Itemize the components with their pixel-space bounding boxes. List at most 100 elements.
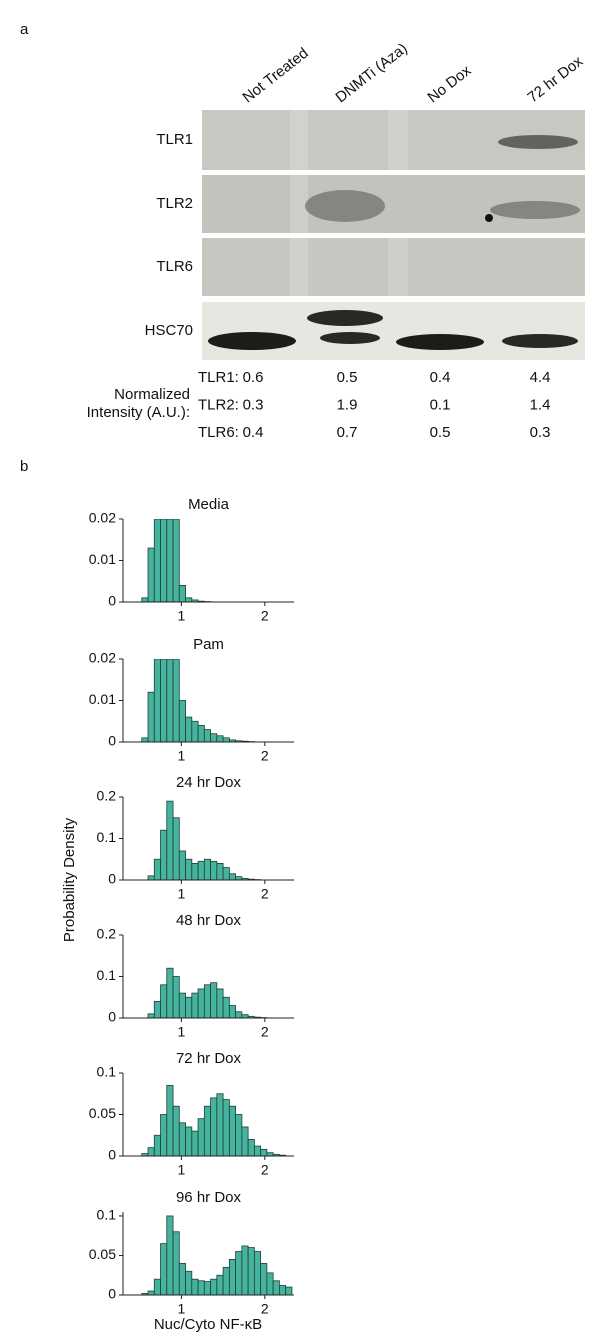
intensity-value: 0.5 xyxy=(337,369,358,386)
x-tick-label: 1 xyxy=(177,748,185,764)
bar xyxy=(161,1115,167,1157)
bar xyxy=(192,721,198,742)
bar xyxy=(142,738,148,742)
intensity-value: 1.9 xyxy=(337,396,358,413)
lane-label: DNMTi (Aza) xyxy=(332,40,410,106)
bar xyxy=(248,1139,254,1156)
intensity-value: 0.5 xyxy=(430,424,451,441)
intensity-row-label: TLR2: xyxy=(198,396,239,413)
bar xyxy=(148,1014,154,1018)
bar xyxy=(217,1094,223,1156)
bar xyxy=(154,1135,160,1156)
bar xyxy=(223,1100,229,1156)
bar xyxy=(279,1286,285,1295)
bar xyxy=(236,1252,242,1295)
bar xyxy=(167,519,173,602)
bar xyxy=(204,985,210,1018)
bar xyxy=(179,851,185,880)
intensity-value: 0.6 xyxy=(243,369,264,386)
bar xyxy=(217,736,223,742)
intensity-value: 0.3 xyxy=(530,424,551,441)
bar xyxy=(242,1246,248,1295)
bar xyxy=(273,1281,279,1295)
y-tick-label: 0.1 xyxy=(97,829,117,845)
bar xyxy=(154,659,160,742)
chart-title: Media xyxy=(188,496,230,513)
bar xyxy=(161,830,167,880)
intensity-value: 0.4 xyxy=(243,424,264,441)
y-tick-label: 0 xyxy=(108,593,116,609)
bars xyxy=(142,1216,292,1295)
bar xyxy=(167,659,173,742)
bar xyxy=(211,861,217,880)
bar xyxy=(248,1248,254,1295)
x-tick-label: 1 xyxy=(177,608,185,624)
bar xyxy=(154,1001,160,1018)
figure: a b Not TreatedDNMTi (Aza)No Dox72 hr Do… xyxy=(0,0,600,1336)
bar xyxy=(198,1281,204,1295)
bar xyxy=(204,859,210,880)
y-tick-label: 0.2 xyxy=(97,926,117,942)
y-axis-label: Probability Density xyxy=(61,817,78,942)
bar xyxy=(148,1148,154,1156)
x-tick-label: 2 xyxy=(261,886,269,902)
blot xyxy=(202,110,585,360)
intensity-label: Normalized xyxy=(114,386,190,403)
y-tick-label: 0.1 xyxy=(97,1064,117,1080)
bar xyxy=(198,861,204,880)
bar xyxy=(179,585,185,602)
bar xyxy=(186,598,192,602)
chart-title: Pam xyxy=(193,636,224,653)
bar xyxy=(192,993,198,1018)
lane-label: Not Treated xyxy=(239,45,311,107)
bar xyxy=(173,977,179,1019)
chart-title: 48 hr Dox xyxy=(176,912,242,929)
chart-title: 24 hr Dox xyxy=(176,774,242,791)
bar xyxy=(211,1279,217,1295)
bar xyxy=(217,989,223,1018)
bar xyxy=(179,1123,185,1156)
row-label: TLR6 xyxy=(156,258,193,275)
bar xyxy=(204,1106,210,1156)
y-tick-label: 0.02 xyxy=(89,650,116,666)
bar xyxy=(186,859,192,880)
chart-title: 96 hr Dox xyxy=(176,1189,242,1206)
bar xyxy=(142,598,148,602)
bar xyxy=(192,1131,198,1156)
x-tick-label: 2 xyxy=(261,748,269,764)
lane-label: 72 hr Dox xyxy=(524,53,586,107)
bars xyxy=(142,519,211,602)
y-tick-label: 0.01 xyxy=(89,691,116,707)
intensity-value: 0.3 xyxy=(243,396,264,413)
bar xyxy=(198,1119,204,1156)
panel-label: a xyxy=(20,21,29,38)
bar xyxy=(236,1115,242,1157)
bar xyxy=(167,968,173,1018)
intensity-value: 0.7 xyxy=(337,424,358,441)
bar xyxy=(161,1244,167,1295)
bar xyxy=(173,1106,179,1156)
x-tick-label: 2 xyxy=(261,1162,269,1178)
y-tick-label: 0.02 xyxy=(89,510,116,526)
y-tick-label: 0.05 xyxy=(89,1105,116,1121)
x-tick-label: 2 xyxy=(261,1301,269,1317)
bar xyxy=(161,659,167,742)
bar xyxy=(148,1291,154,1295)
bar xyxy=(179,1263,185,1295)
x-tick-label: 2 xyxy=(261,1024,269,1040)
bar xyxy=(223,997,229,1018)
bar xyxy=(173,818,179,880)
bar xyxy=(161,985,167,1018)
row-label: TLR1 xyxy=(156,131,193,148)
bar xyxy=(217,863,223,880)
bar xyxy=(204,730,210,742)
bar xyxy=(229,1106,235,1156)
y-tick-label: 0.1 xyxy=(97,1207,117,1223)
bar xyxy=(229,874,235,880)
bar xyxy=(173,519,179,602)
bar xyxy=(204,1282,210,1295)
bar xyxy=(167,801,173,880)
intensity-value: 0.4 xyxy=(430,369,451,386)
bar xyxy=(261,1263,267,1295)
bar xyxy=(211,734,217,742)
